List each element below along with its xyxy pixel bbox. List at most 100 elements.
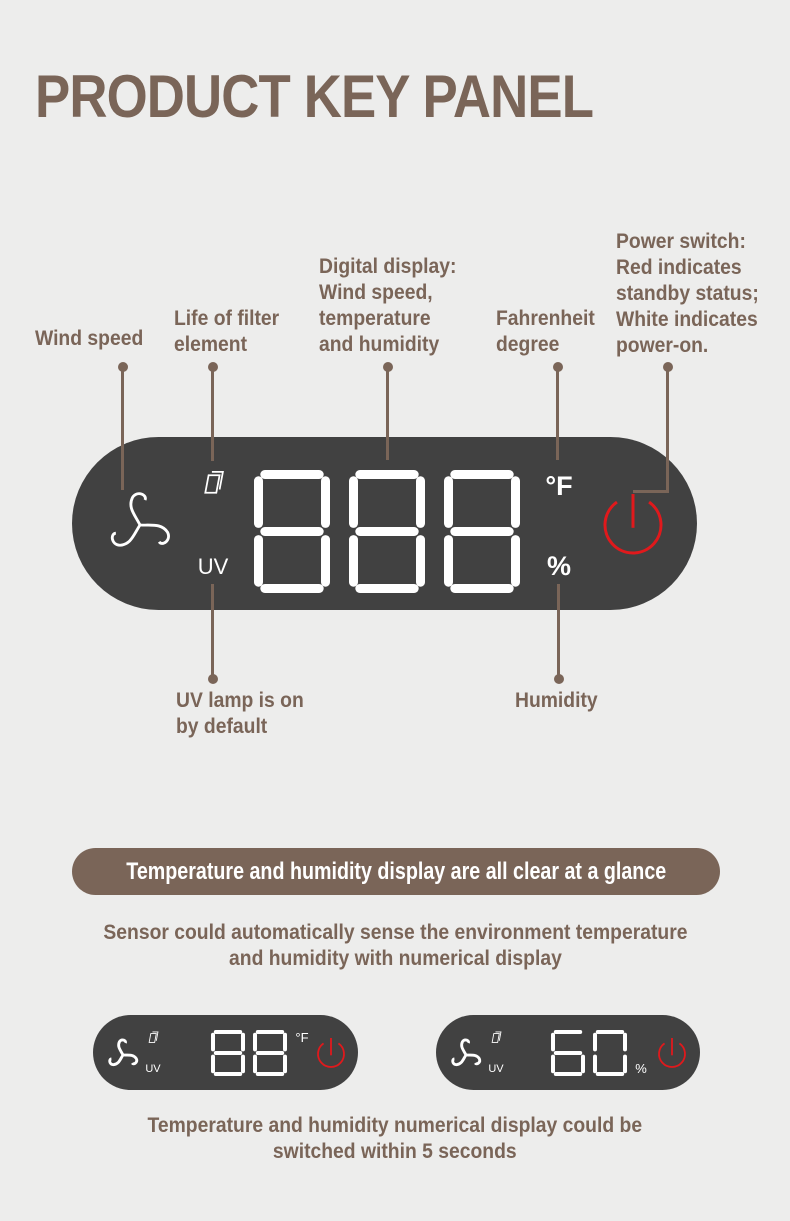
fan-icon (451, 1038, 482, 1067)
example-panel-humidity: UV% (436, 1015, 700, 1090)
callout-line (633, 490, 669, 493)
switch-text: Temperature and humidity numerical displ… (147, 1114, 643, 1163)
filter-icon (491, 1031, 502, 1043)
sensor-description: Sensor could automatically sense the env… (0, 920, 790, 972)
label-fahrenheit: Fahrenheit degree (496, 307, 595, 356)
segment-c (511, 535, 520, 587)
segment-c (241, 1054, 245, 1074)
segment-a (213, 1030, 243, 1034)
fan-blade (117, 1038, 127, 1056)
seven-segment-digit (211, 1030, 245, 1076)
segment-e (551, 1054, 555, 1074)
label-humidity: Humidity (515, 689, 598, 712)
fan-blade (451, 1054, 468, 1067)
filter-shape (211, 471, 224, 490)
segment-e (593, 1054, 597, 1074)
filter-shape (148, 1033, 157, 1043)
callout-line (556, 366, 559, 460)
segment-d (213, 1072, 243, 1076)
fan-blade (110, 524, 142, 547)
filter-shape (152, 1031, 159, 1041)
seven-segment-digit (593, 1030, 627, 1076)
segment-c (283, 1054, 287, 1074)
callout-line (211, 366, 214, 461)
segment-e (254, 535, 263, 587)
segment-f (593, 1032, 597, 1052)
segment-f (551, 1032, 555, 1052)
segment-d (450, 584, 514, 593)
fan-blade (139, 523, 170, 545)
segment-f (211, 1032, 215, 1052)
uv-indicator: UV (145, 1063, 161, 1075)
label-filter-life: Life of filter element (174, 307, 280, 356)
filter-shape (204, 474, 221, 494)
label-uv: UV lamp is on by default (176, 689, 304, 738)
callout-line (211, 584, 214, 679)
power-arc (658, 1042, 686, 1068)
segment-e (444, 535, 453, 587)
fan-blade (129, 492, 147, 526)
fan-blade (122, 1053, 139, 1066)
segment-f (254, 476, 263, 528)
label-wind-speed: Wind speed (35, 327, 144, 350)
segment-g (450, 527, 514, 536)
segment-c (321, 535, 330, 587)
callout-line (386, 366, 389, 460)
feature-banner: Temperature and humidity display are all… (72, 848, 720, 895)
fan-blade (460, 1038, 470, 1056)
power-arc (317, 1042, 345, 1068)
segment-d (255, 1072, 285, 1076)
segment-a (260, 470, 324, 479)
segment-g (255, 1051, 285, 1055)
segment-b (283, 1032, 287, 1052)
page-title: PRODUCT KEY PANEL (35, 63, 594, 130)
seven-segment-digit (444, 470, 520, 593)
seven-segment-digit (349, 470, 425, 593)
segment-b (241, 1032, 245, 1052)
segment-a (255, 1030, 285, 1034)
segment-g (260, 527, 324, 536)
segment-b (623, 1032, 627, 1052)
segment-b (511, 476, 520, 528)
example-panel-temperature: UV °F (93, 1015, 358, 1090)
segment-c (581, 1054, 585, 1074)
label-power: Power switch: Red indicates standby stat… (616, 230, 759, 357)
segment-b (416, 476, 425, 528)
segment-d (595, 1072, 625, 1076)
segment-d (260, 584, 324, 593)
callout-dot (554, 674, 564, 684)
banner-text: Temperature and humidity display are all… (126, 858, 666, 885)
fan-blade (465, 1053, 482, 1066)
switch-description: Temperature and humidity numerical displ… (0, 1113, 790, 1165)
segment-a (553, 1030, 583, 1034)
segment-g (553, 1051, 583, 1055)
uv-indicator: UV (488, 1063, 504, 1075)
segment-e (211, 1054, 215, 1074)
label-digital-display: Digital display: Wind speed, temperature… (319, 255, 457, 356)
filter-icon (148, 1031, 159, 1043)
callout-line (121, 366, 124, 490)
main-key-panel: UV °F% (72, 437, 697, 610)
segment-e (349, 535, 358, 587)
power-icon (658, 1038, 686, 1068)
segment-d (355, 584, 419, 593)
seven-segment-digit (254, 470, 330, 593)
main-panel-graphics: UV °F% (110, 470, 663, 593)
fan-blade (108, 1054, 125, 1067)
segment-e (253, 1054, 257, 1074)
filter-shape (491, 1033, 500, 1043)
segment-d (553, 1072, 583, 1076)
segment-g (213, 1051, 243, 1055)
seven-segment-digit (253, 1030, 287, 1076)
segment-c (623, 1054, 627, 1074)
fan-icon (108, 1038, 139, 1067)
segment-a (450, 470, 514, 479)
callout-dot (208, 674, 218, 684)
seven-segment-digit (551, 1030, 585, 1076)
segment-a (595, 1030, 625, 1034)
humidity-indicator: % (635, 1061, 647, 1076)
callout-line (666, 366, 669, 493)
segment-g (355, 527, 419, 536)
fahrenheit-indicator: °F (295, 1030, 308, 1045)
example-temperature-graphics: UV °F (108, 1030, 345, 1076)
